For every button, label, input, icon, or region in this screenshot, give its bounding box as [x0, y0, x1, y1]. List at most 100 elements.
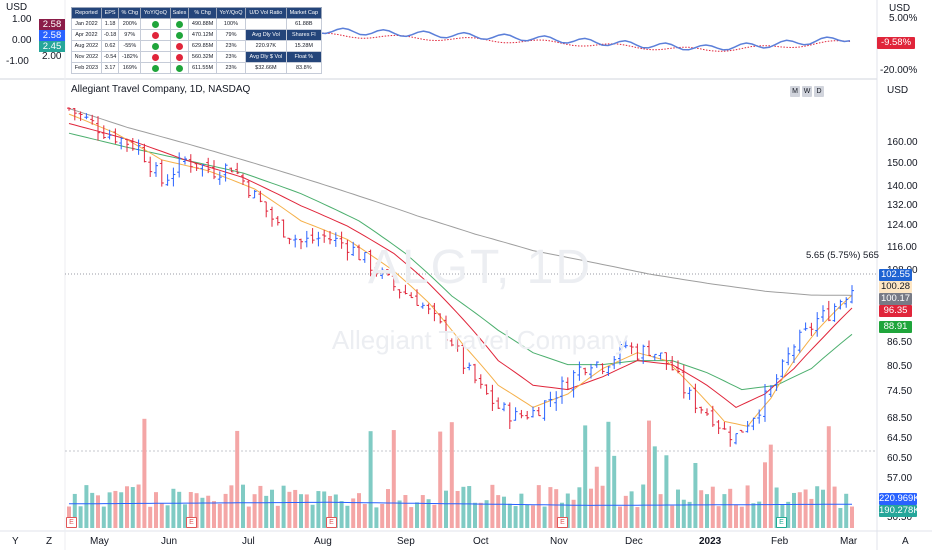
volume-bar [809, 498, 814, 528]
fundamentals-dot-cell [140, 62, 171, 74]
volume-bar [299, 494, 303, 528]
volume-bar [322, 491, 327, 528]
volume-bar [432, 504, 437, 528]
volume-bar [484, 500, 489, 528]
fundamentals-row: Nov 2022 -0.54 -182% 560.32M 23% Avg Dly $ Vo… [71, 51, 323, 63]
volume-bar [768, 444, 773, 528]
volume-bar [739, 506, 744, 528]
volume-bar [328, 495, 332, 528]
earnings-marker[interactable]: E [66, 517, 77, 528]
auto-scale-toggle-a[interactable]: A [902, 536, 909, 547]
volume-bar [72, 493, 77, 528]
interval-button-day[interactable]: D [814, 86, 824, 97]
volume-bar [142, 418, 147, 528]
volume-bar [641, 484, 646, 528]
volume-bar [565, 493, 570, 528]
volume-bar [792, 492, 796, 528]
volume-bar [728, 488, 733, 528]
earnings-marker[interactable]: E [557, 517, 568, 528]
fundamentals-cell: 611.55M [188, 62, 217, 74]
fundamentals-cell: 3.17 [100, 62, 120, 74]
fundamentals-cell: -55% [118, 40, 142, 52]
volume-bar [687, 501, 692, 528]
fundamentals-cell: 23% [215, 51, 247, 63]
volume-bar [478, 502, 483, 528]
volume-bar [757, 501, 762, 528]
header-reported: Reported [71, 7, 102, 19]
volume-bar [449, 422, 454, 528]
volume-bar [699, 490, 704, 528]
volume-bar [171, 488, 176, 528]
fundamentals-cell: Jan 2022 [71, 18, 102, 30]
volume-bar [821, 489, 825, 528]
fundamentals-cell: Aug 2022 [71, 40, 102, 52]
earnings-marker[interactable]: E [326, 517, 337, 528]
fundamentals-cell: 470.12M [188, 29, 217, 41]
fundamentals-dot-cell [140, 29, 171, 41]
interval-button-week[interactable]: W [802, 86, 812, 97]
volume-bar [333, 494, 338, 528]
volume-bar [606, 421, 611, 528]
interval-button-month[interactable]: M [790, 86, 800, 97]
volume-bar [681, 499, 686, 528]
volume-bar [84, 485, 89, 528]
fundamentals-side-cell: Float % [285, 51, 323, 63]
fundamentals-cell: 0.62 [100, 40, 120, 52]
mini-badge-2: 2.58 [39, 30, 65, 41]
volume-bar [797, 492, 802, 528]
header-market-cap: Market Cap [285, 7, 323, 19]
volume-bar [159, 503, 164, 528]
log-scale-toggle-y[interactable]: Y [12, 536, 19, 547]
volume-bar [223, 493, 228, 528]
volume-bar [426, 499, 431, 528]
ema-fast-badge: 100.28 [879, 281, 912, 293]
volume-bar [531, 505, 535, 528]
volume-bar [310, 504, 315, 528]
fundamentals-side-cell: Shares Fl [285, 29, 323, 41]
volume-bar [774, 487, 779, 528]
fundamentals-side-cell: 220.97K [245, 40, 287, 52]
fundamentals-cell: -0.18 [100, 29, 120, 41]
currency-label-left: USD [6, 2, 28, 13]
fundamentals-ud-vol-cell [245, 18, 287, 30]
volume-bar [304, 494, 309, 528]
volume-bar [455, 491, 460, 528]
zoom-toggle-z[interactable]: Z [46, 536, 53, 547]
volume-bar [293, 489, 298, 528]
fundamentals-side-cell: 15.28M [285, 40, 323, 52]
time-tick-label: May [90, 536, 109, 547]
volume-bar [664, 455, 669, 528]
header-eps-yoy: YoY/QoQ [140, 7, 171, 19]
volume-bar [693, 462, 698, 528]
volume-bar [554, 489, 559, 528]
fundamentals-header-row: Reported EPS % Chg YoY/QoQ Sales % Chg Y… [71, 7, 323, 19]
fundamentals-dot-cell [140, 40, 171, 52]
growth-up-dot-icon [151, 20, 159, 28]
earnings-marker[interactable]: E [776, 517, 787, 528]
header-sales-chg: % Chg [188, 7, 217, 19]
volume-bar [473, 502, 477, 528]
volume-bar [188, 492, 193, 528]
time-tick-label: Sep [397, 536, 415, 547]
earnings-marker[interactable]: E [186, 517, 197, 528]
ma-long-badge: 100.17 [879, 293, 912, 305]
volume-bar [345, 505, 350, 528]
time-tick-label: Feb [771, 536, 789, 547]
volume-bar [148, 506, 153, 528]
header-eps: EPS [100, 7, 120, 19]
fundamentals-cell: -0.54 [100, 51, 120, 63]
volume-bar [90, 492, 95, 528]
fundamentals-row: Aug 2022 0.62 -55% 629.85M 23% 220.97K 15.28M [71, 40, 323, 52]
volume-bar [362, 504, 367, 528]
volume-bar [670, 505, 675, 528]
volume-bar [618, 506, 622, 528]
chart-legend-title: Allegiant Travel Company, 1D, NASDAQ [71, 84, 251, 95]
volume-bar [374, 507, 379, 528]
volume-bar [397, 500, 402, 528]
time-tick-label: Oct [473, 536, 489, 547]
volume-bar [415, 502, 419, 528]
price-tick-label: 124.00 [887, 220, 918, 232]
fundamentals-table: Reported EPS % Chg YoY/QoQ Sales % Chg Y… [71, 7, 323, 74]
currency-label-right: USD [887, 85, 909, 96]
